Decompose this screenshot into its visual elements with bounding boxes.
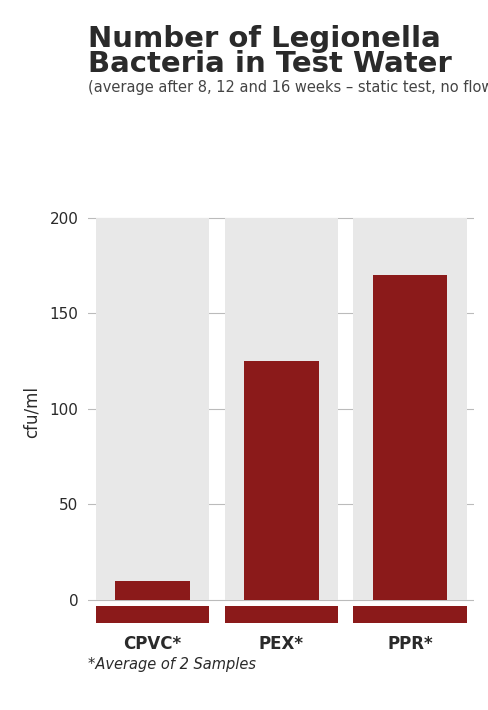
Bar	[115, 581, 189, 600]
Text: Number of Legionella: Number of Legionella	[88, 25, 440, 53]
Bar	[96, 218, 209, 600]
Text: Bacteria in Test Water: Bacteria in Test Water	[88, 50, 451, 77]
Bar	[96, 606, 209, 623]
Text: *Average of 2 Samples: *Average of 2 Samples	[88, 657, 256, 672]
Y-axis label: cfu/ml: cfu/ml	[23, 386, 41, 438]
Bar	[372, 275, 447, 600]
Bar	[244, 361, 318, 600]
Bar	[352, 606, 466, 623]
Text: (average after 8, 12 and 16 weeks – static test, no flow): (average after 8, 12 and 16 weeks – stat…	[88, 80, 488, 95]
Bar	[224, 218, 337, 600]
Bar	[224, 606, 337, 623]
Bar	[352, 218, 466, 600]
